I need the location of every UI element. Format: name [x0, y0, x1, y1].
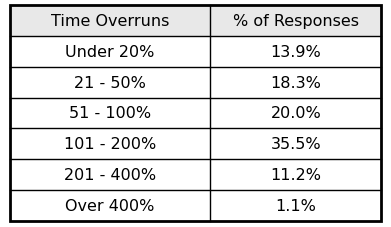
- Text: 1.1%: 1.1%: [275, 198, 316, 213]
- Text: 101 - 200%: 101 - 200%: [64, 137, 156, 152]
- Text: % of Responses: % of Responses: [233, 14, 359, 29]
- Text: Under 20%: Under 20%: [65, 44, 155, 59]
- Text: 21 - 50%: 21 - 50%: [74, 75, 146, 90]
- Bar: [10, 160, 210, 190]
- Bar: [10, 6, 210, 37]
- Text: 18.3%: 18.3%: [270, 75, 321, 90]
- Text: 20.0%: 20.0%: [271, 106, 321, 121]
- Bar: [10, 98, 210, 129]
- Text: 13.9%: 13.9%: [271, 44, 321, 59]
- Bar: [210, 190, 381, 221]
- Bar: [10, 190, 210, 221]
- Bar: [10, 67, 210, 98]
- Bar: [10, 129, 210, 160]
- Text: 11.2%: 11.2%: [270, 168, 321, 183]
- Bar: [10, 37, 210, 67]
- Text: 35.5%: 35.5%: [271, 137, 321, 152]
- Text: Time Overruns: Time Overruns: [51, 14, 169, 29]
- Bar: [210, 98, 381, 129]
- Bar: [210, 37, 381, 67]
- Bar: [210, 160, 381, 190]
- Text: 51 - 100%: 51 - 100%: [69, 106, 151, 121]
- Bar: [210, 129, 381, 160]
- Text: 201 - 400%: 201 - 400%: [64, 168, 156, 183]
- Bar: [210, 6, 381, 37]
- Text: Over 400%: Over 400%: [65, 198, 155, 213]
- Bar: [210, 67, 381, 98]
